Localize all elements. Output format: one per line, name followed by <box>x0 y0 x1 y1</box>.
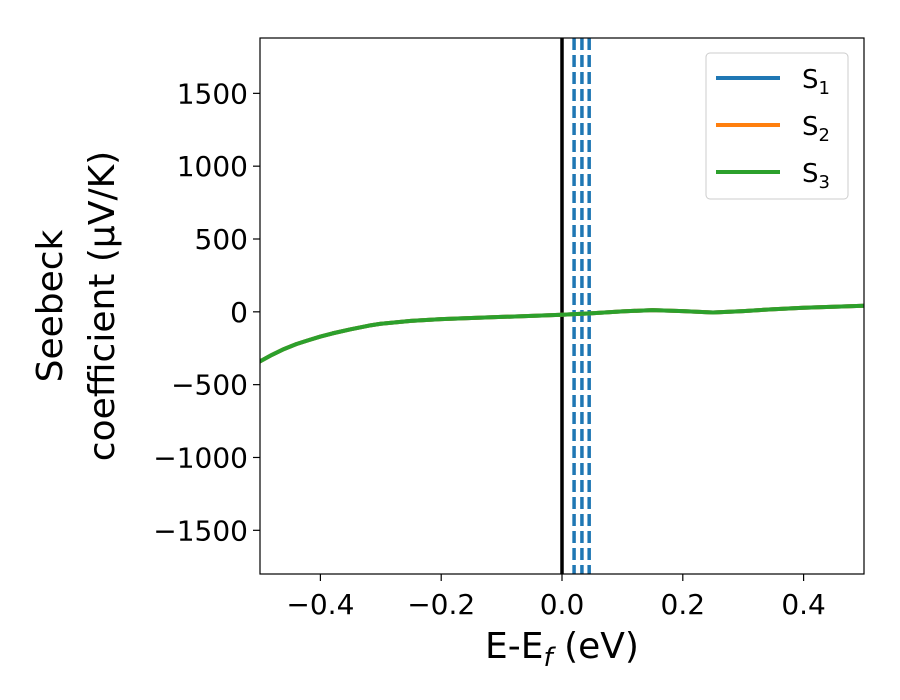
x-axis-title-unit: (eV) <box>553 626 639 667</box>
legend-label-s2: S2 <box>802 112 830 146</box>
x-tick-label: 0.2 <box>661 588 706 621</box>
legend-label-base: S <box>802 65 819 95</box>
y-tick-label: 500 <box>195 223 248 256</box>
legend-label-sub: 1 <box>819 78 830 99</box>
y-axis-ticks: −1500 −1000 −500 0 500 1000 1500 <box>153 77 260 547</box>
legend-label-sub: 3 <box>819 172 830 193</box>
y-axis-title: Seebeck coefficient (μV/K) <box>30 151 123 461</box>
x-tick-label: −0.2 <box>407 588 475 621</box>
plot-area <box>259 37 865 575</box>
x-axis-title: E-Ef (eV) <box>485 626 639 673</box>
x-axis-title-base: E-E <box>485 626 543 667</box>
vertical-lines <box>560 38 591 574</box>
series-line-s3 <box>260 303 864 364</box>
y-tick-label: 0 <box>230 296 248 329</box>
legend-label-base: S <box>802 159 819 189</box>
legend-label-base: S <box>802 112 819 142</box>
x-tick-label: −0.4 <box>286 588 354 621</box>
legend-label-s3: S3 <box>802 159 830 193</box>
y-tick-label: −1500 <box>153 514 248 547</box>
legend-label-sub: 2 <box>819 125 830 146</box>
y-axis-title-line-1: Seebeck <box>30 229 71 382</box>
legend-label-s1: S1 <box>802 65 830 99</box>
y-axis-title-line-2: coefficient (μV/K) <box>82 151 123 461</box>
y-tick-label: 1000 <box>177 150 248 183</box>
x-axis-ticks: −0.4 −0.2 0.0 0.2 0.4 <box>286 574 826 621</box>
y-tick-label: −500 <box>171 369 248 402</box>
x-tick-label: 0.0 <box>540 588 585 621</box>
series-lines <box>260 303 864 364</box>
x-tick-label: 0.4 <box>781 588 826 621</box>
y-tick-label: −1000 <box>153 441 248 474</box>
y-tick-label: 1500 <box>177 77 248 110</box>
